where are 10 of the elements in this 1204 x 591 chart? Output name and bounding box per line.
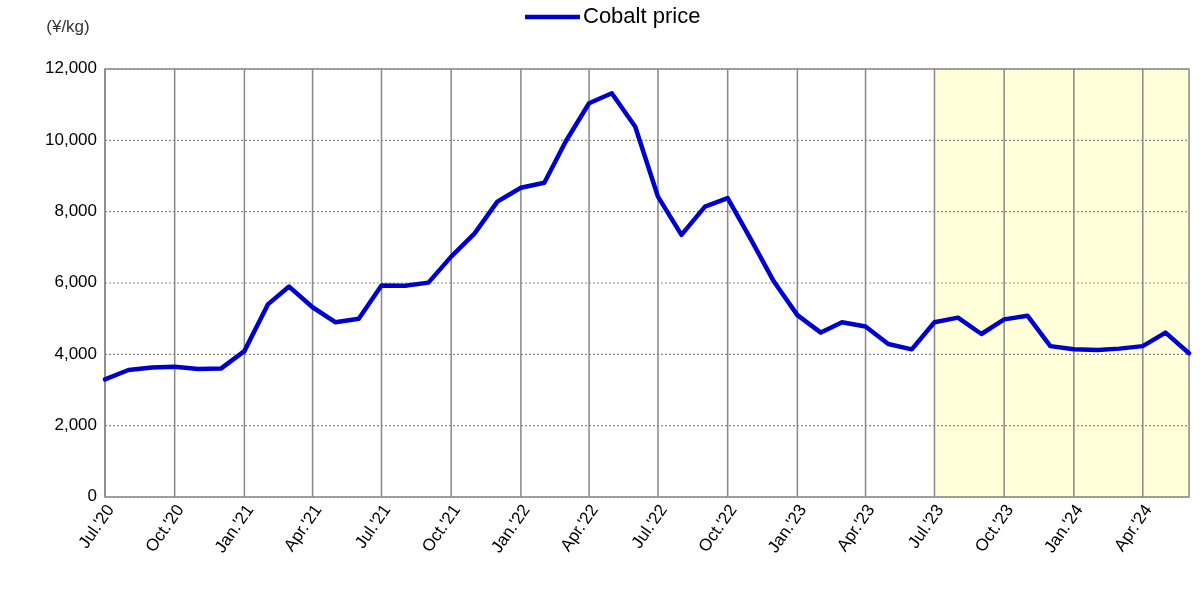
y-tick-label: 12,000 [45,58,97,78]
y-tick-label: 6,000 [54,272,97,292]
legend-label: Cobalt price [583,2,701,28]
y-tick-label: 8,000 [54,201,97,221]
line-series [102,91,1192,382]
y-tick-label: 10,000 [45,129,97,149]
y-tick-label: 4,000 [54,343,97,363]
y-tick-label: 0 [87,486,97,506]
y-tick-label: 2,000 [54,415,97,435]
y-axis-title: (¥/kg) [46,17,90,36]
